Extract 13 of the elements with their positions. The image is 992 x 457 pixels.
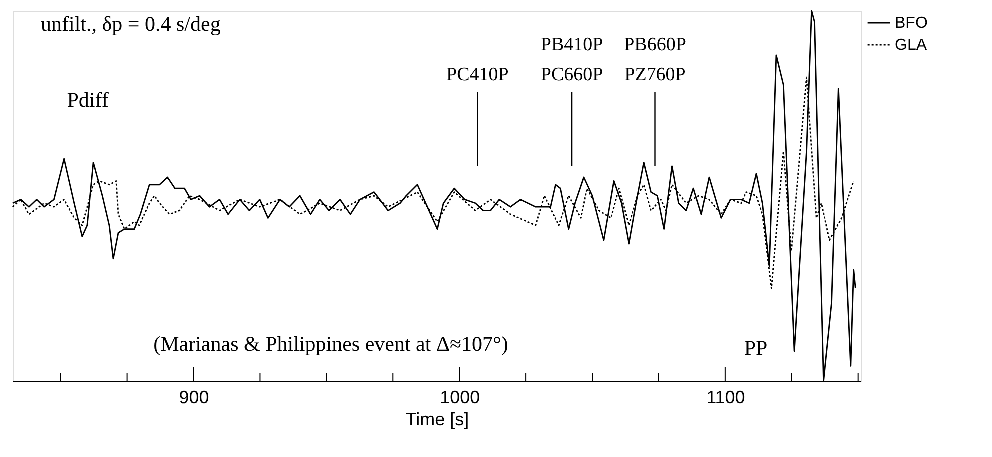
legend-label: BFO (895, 15, 928, 32)
ref-line-label: PB660P PZ760P (624, 34, 686, 86)
x-axis-title: Time [s] (406, 410, 470, 430)
annotation: (Marianas & Philippines event at Δ≈107°) (154, 332, 508, 356)
annotation: Pdiff (67, 88, 109, 112)
ref-line-label: PB410P PC660P (540, 34, 604, 86)
legend-label: GLA (895, 37, 928, 54)
annotation: PP (744, 336, 768, 360)
x-tick-label: 1100 (706, 388, 746, 408)
x-tick-label: 900 (179, 388, 210, 408)
chart-title: unfilt., δp = 0.4 s/deg (41, 12, 222, 36)
ref-line-label: PC410P (446, 64, 509, 86)
x-tick-label: 1000 (440, 388, 480, 408)
